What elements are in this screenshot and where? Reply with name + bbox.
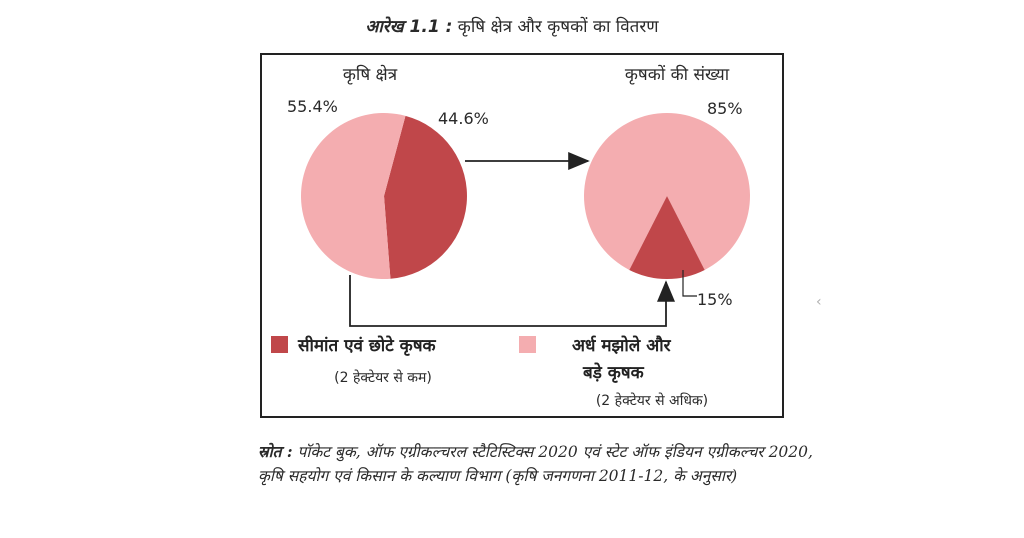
source-note: स्रोत : पॉकेट बुक, ऑफ एग्रीकल्चरल स्टैटि…	[258, 440, 818, 488]
pie-farmers-slices	[583, 112, 750, 279]
arrow-bottom-connector	[349, 275, 675, 327]
legend-sublabel-marginal: (2 हेक्टेयर से कम)	[334, 369, 432, 386]
pie-title-area: कृषि क्षेत्र	[343, 64, 398, 85]
data-label-area-marginal: 44.6%	[438, 109, 489, 128]
data-label-area-large: 55.4%	[287, 97, 338, 116]
leader-line-15	[682, 270, 697, 297]
data-label-farmers-marginal: 85%	[707, 99, 743, 118]
figure-title: आरेख 1.1 : कृषि क्षेत्र और कृषकों का वित…	[0, 14, 1024, 37]
legend-label-large-line2: बड़े कृषक	[582, 362, 645, 383]
pie-slice-area-marginal	[384, 115, 467, 279]
pie-slice-farmers-marginal	[583, 112, 750, 270]
legend-swatch-large	[519, 336, 536, 353]
source-text: पॉकेट बुक, ऑफ एग्रीकल्चरल स्टैटिस्टिक्स …	[258, 443, 813, 485]
source-label: स्रोत :	[258, 442, 293, 461]
legend-sublabel-large: (2 हेक्टेयर से अधिक)	[596, 392, 708, 409]
figure-title-text: कृषि क्षेत्र और कृषकों का वितरण	[457, 17, 659, 37]
side-arrow-glyph: ‹	[816, 294, 822, 310]
figure-number: आरेख 1.1 :	[365, 17, 453, 37]
pie-title-farmers: कृषकों की संख्या	[625, 64, 730, 85]
legend-swatch-marginal	[271, 336, 288, 353]
pie-area-slices	[300, 113, 467, 280]
pie-slice-area-large	[300, 113, 406, 280]
chart-frame	[260, 53, 784, 418]
legend-label-marginal: सीमांत एवं छोटे कृषक	[297, 335, 437, 356]
pie-slice-farmers-large	[629, 196, 705, 279]
legend-label-large-line1: अर्ध मझोले और	[572, 335, 672, 356]
data-label-farmers-large: 15%	[697, 290, 733, 309]
